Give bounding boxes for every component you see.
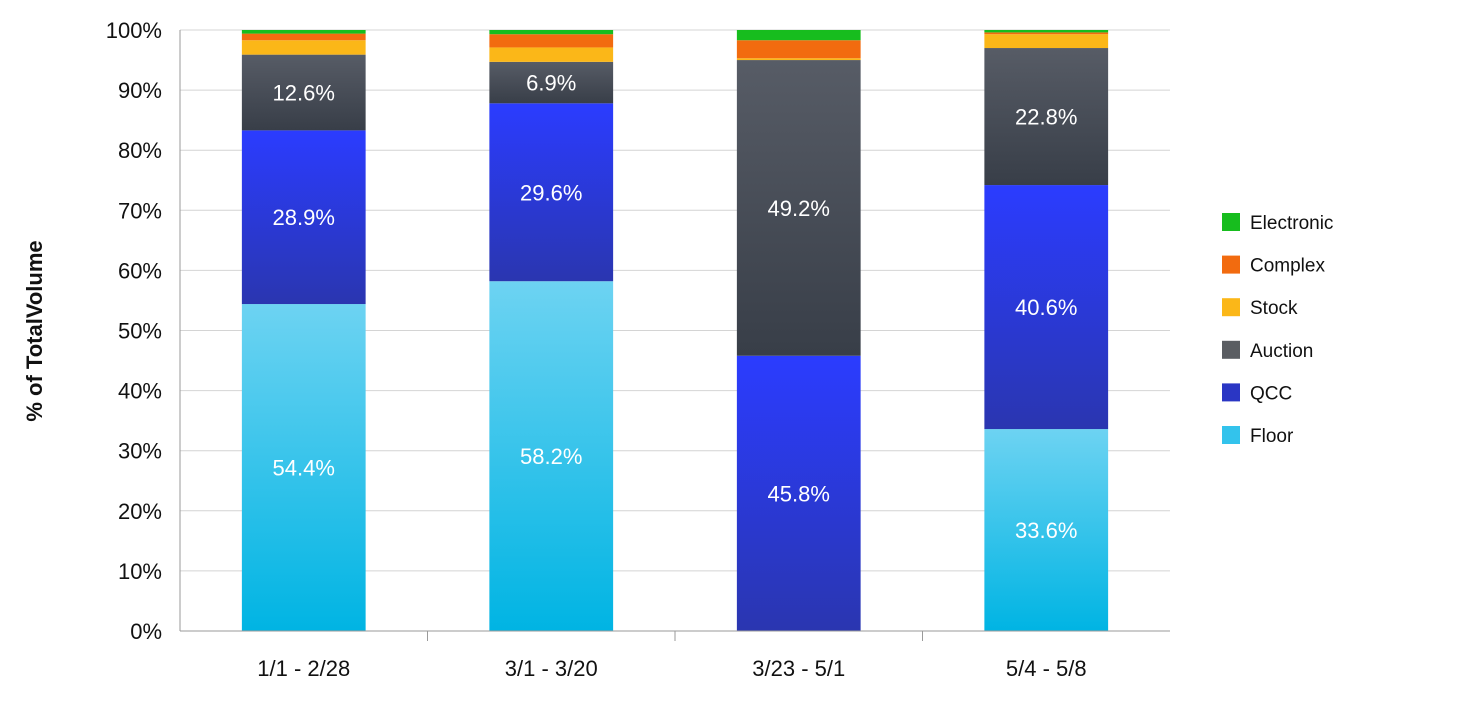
y-tick-label: 20% [118, 499, 162, 524]
bar-segment-floor [489, 281, 614, 631]
bar-segment-auction [241, 54, 366, 131]
bar-segment-floor [984, 429, 1109, 631]
bar-segment-floor [241, 304, 366, 631]
data-label: 6.9% [526, 71, 576, 96]
bar-segment-stock [241, 40, 366, 55]
bars [241, 30, 1109, 631]
data-label: 12.6% [273, 81, 335, 106]
bar-segment-stock [489, 47, 614, 62]
legend-label-auction: Auction [1250, 341, 1313, 362]
bar-segment-auction [736, 60, 861, 356]
bar-segment-qcc [241, 130, 366, 305]
bar-segment-qcc [736, 355, 861, 631]
legend-swatch-floor [1222, 426, 1240, 444]
legend-swatch-auction [1222, 340, 1240, 359]
y-tick-label: 60% [118, 258, 162, 283]
bar-segment-complex [241, 33, 366, 41]
bar-segment-electronic [984, 30, 1109, 33]
data-label: 45.8% [768, 481, 830, 506]
bar-segment-stock [736, 58, 861, 61]
bar-segment-electronic [489, 30, 614, 35]
bar-segment-stock [984, 34, 1109, 49]
data-label: 54.4% [273, 456, 335, 481]
data-label: 22.8% [1015, 105, 1077, 130]
legend-label-qcc: QCC [1250, 383, 1292, 404]
y-tick-label: 80% [118, 138, 162, 163]
bar-segment-electronic [241, 30, 366, 34]
bar-segment-qcc [984, 185, 1109, 430]
data-label: 33.6% [1015, 518, 1077, 543]
x-tick-label: 1/1 - 2/28 [257, 656, 350, 681]
bar-segment-complex [489, 34, 614, 48]
bar-segment-complex [984, 32, 1109, 35]
y-tick-label: 40% [118, 379, 162, 404]
legend-swatch-stock [1222, 298, 1240, 317]
data-label: 29.6% [520, 180, 582, 205]
bar-segment-complex [736, 40, 861, 59]
data-label: 40.6% [1015, 295, 1077, 320]
y-tick-label: 50% [118, 319, 162, 344]
y-tick-label: 10% [118, 559, 162, 584]
legend-label-complex: Complex [1250, 256, 1325, 277]
data-label: 28.9% [273, 205, 335, 230]
legend-swatch-complex [1222, 255, 1240, 274]
y-tick-label: 0% [130, 619, 162, 644]
bar-segment-auction [984, 48, 1109, 186]
data-labels: 54.4% 28.9% 12.6% 58.2% 29.6% 6.9% 45.8% 49.2% 3… [273, 71, 1078, 543]
legend-label-floor: Floor [1250, 426, 1294, 447]
legend-label-electronic: Electronic [1250, 213, 1333, 234]
data-label: 58.2% [520, 444, 582, 469]
y-tick-label: 90% [118, 78, 162, 103]
x-tick-label: 3/1 - 3/20 [505, 656, 598, 681]
x-tick-label: 3/23 - 5/1 [752, 656, 845, 681]
bar-segment-qcc [489, 103, 614, 282]
legend-swatch-electronic [1222, 213, 1240, 231]
legend-swatch-qcc [1222, 383, 1240, 402]
bar-segment-electronic [736, 30, 861, 41]
y-tick-label: 70% [118, 198, 162, 223]
y-axis-title: % of TotalVolume [22, 240, 47, 421]
axes: 0% 10% 20% 30% 40% 50% 60% 70% 80% 90% 100% 1/1 - 2… [106, 18, 1170, 681]
x-tick-label: 5/4 - 5/8 [1006, 656, 1087, 681]
legend-label-stock: Stock [1250, 298, 1298, 319]
data-label: 49.2% [768, 196, 830, 221]
legend: Electronic Complex Stock Auction QCC Floor [1222, 213, 1333, 447]
bar-segment-auction [489, 61, 614, 104]
y-tick-label: 30% [118, 439, 162, 464]
y-tick-label: 100% [106, 18, 162, 43]
